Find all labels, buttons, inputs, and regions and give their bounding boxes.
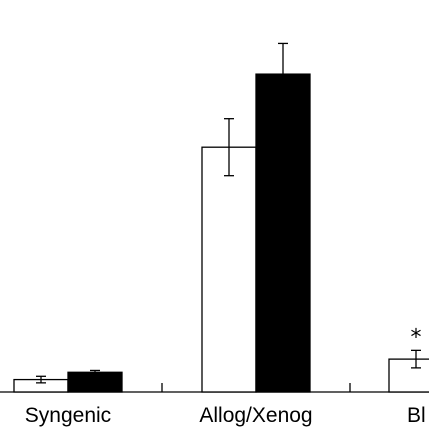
annotations: * [411, 325, 422, 350]
x-tick-label-allog-xenog: Allog/Xenog [199, 404, 312, 427]
error-bar-1-1 [278, 42, 288, 106]
bar-allog-xenog-series-0 [201, 146, 257, 393]
error-bars [36, 42, 421, 384]
bar-syngenic-series-1 [67, 371, 123, 393]
bar-bl-series-0 [388, 358, 429, 393]
error-bar-0-0 [36, 375, 46, 384]
x-tick-labels: Syngenic Allog/Xenog Bl [25, 404, 426, 427]
x-tick-label-syngenic: Syngenic [25, 404, 111, 427]
error-bar-2-0 [411, 349, 421, 369]
error-bar-1-0 [224, 118, 234, 177]
bar-allog-xenog-series-1 [255, 73, 311, 393]
significance-asterisk: * [411, 325, 422, 350]
bars [13, 73, 429, 393]
error-bar-0-1 [90, 369, 100, 375]
x-tick-label-bl: Bl [407, 404, 426, 427]
